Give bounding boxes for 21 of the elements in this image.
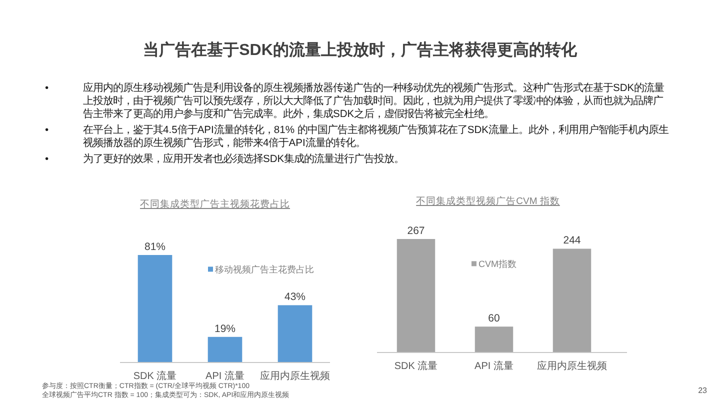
- text: 23: [698, 386, 708, 395]
- chart-title: 不同集成类型视频广告CVM 指数: [416, 195, 560, 207]
- chart-title: 不同集成类型广告主视频花费占比: [140, 198, 290, 210]
- legend-label: CVM指数: [478, 259, 516, 270]
- data-label: 60: [488, 312, 500, 325]
- x-tick-label: API 流量: [474, 360, 514, 372]
- text: • 在平台上，鉴于其4.5倍于API流量的转化，81% 的中国广告主都将视频广告预算花在了SDK流量上。此外，利用用户智能手机内原生视频播放器的原生视频广告形式，能带来4倍于API流量的转化。: [45, 124, 669, 150]
- data-label: 43%: [284, 291, 306, 304]
- x-tick-label: SDK 流量: [133, 370, 177, 382]
- text: • 为了更好的效果，应用开发者也必须选择SDK集成的流量进行广告投放。: [45, 153, 406, 166]
- x-tick-label: SDK 流量: [394, 360, 438, 372]
- x-tick-label: 应用内原生视频: [260, 370, 330, 382]
- legend-label: 移动视频广告主花费占比: [215, 264, 314, 275]
- data-label: 267: [407, 225, 425, 237]
- text: 当广告在基于SDK的流量上投放时，广告主将获得更高的转化: [142, 40, 578, 61]
- data-label: 244: [563, 234, 581, 247]
- x-tick-label: API 流量: [206, 370, 244, 382]
- text: • 应用内的原生移动视频广告是利用设备的原生视频播放器传递广告的一种移动优先的视频广告形式。这种广告形式在基于SDK的流量上投放时，由于视频广告可以预先缓存，所以大大降低了广告加载时间。因此，也就为用户提供了零缓冲的体验，从而也就为品牌广告主带来了更高的用户参与度和广告完成率。此外，集成SDK之后，虚假报告将被完全杜绝。: [45, 82, 666, 121]
- data-label: 19%: [214, 322, 236, 335]
- x-tick-label: 应用内原生视频: [537, 360, 607, 372]
- data-label: 81%: [144, 241, 166, 253]
